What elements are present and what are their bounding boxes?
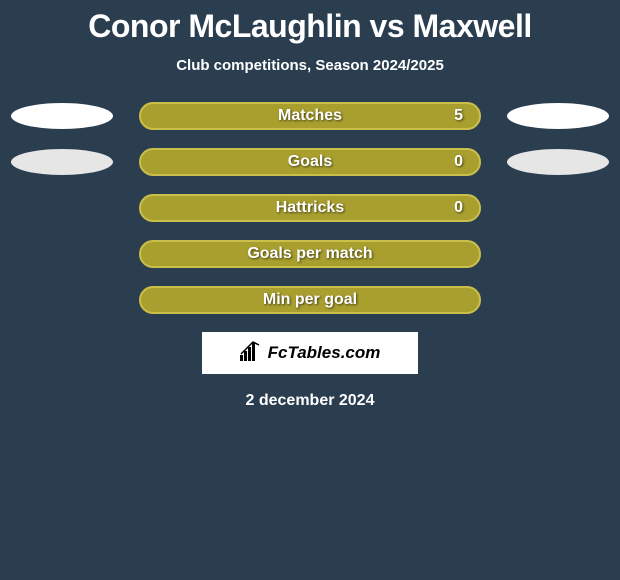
stat-bar: Goals per match: [139, 240, 481, 268]
comparison-infographic: Conor McLaughlin vs Maxwell Club competi…: [0, 0, 620, 410]
stat-row-mpg: Min per goal: [10, 286, 610, 314]
stat-label: Goals per match: [247, 245, 372, 263]
right-ellipse: [507, 103, 609, 129]
stat-row-hattricks: Hattricks 0: [10, 194, 610, 222]
right-ellipse: [507, 149, 609, 175]
stat-bar: Hattricks 0: [139, 194, 481, 222]
stat-value-right: 0: [454, 199, 463, 217]
logo-text: FcTables.com: [268, 343, 381, 363]
left-ellipse: [11, 149, 113, 175]
stat-row-gpm: Goals per match: [10, 240, 610, 268]
left-ellipse: [11, 103, 113, 129]
stat-bar: Matches 5: [139, 102, 481, 130]
stat-bar: Goals 0: [139, 148, 481, 176]
stat-label: Min per goal: [263, 291, 357, 309]
logo-box: FcTables.com: [202, 332, 418, 374]
stat-bar: Min per goal: [139, 286, 481, 314]
stats-area: Matches 5 Goals 0 Hattricks 0 Goals: [0, 102, 620, 314]
stat-value-right: 5: [454, 107, 463, 125]
stat-value-right: 0: [454, 153, 463, 171]
stat-row-matches: Matches 5: [10, 102, 610, 130]
chart-bars-icon: [240, 341, 264, 366]
logo: FcTables.com: [240, 341, 381, 366]
date-line: 2 december 2024: [0, 392, 620, 410]
page-title: Conor McLaughlin vs Maxwell: [0, 8, 620, 45]
stat-label: Hattricks: [276, 199, 344, 217]
stat-row-goals: Goals 0: [10, 148, 610, 176]
stat-label: Matches: [278, 107, 342, 125]
stat-label: Goals: [288, 153, 332, 171]
subtitle: Club competitions, Season 2024/2025: [0, 57, 620, 74]
